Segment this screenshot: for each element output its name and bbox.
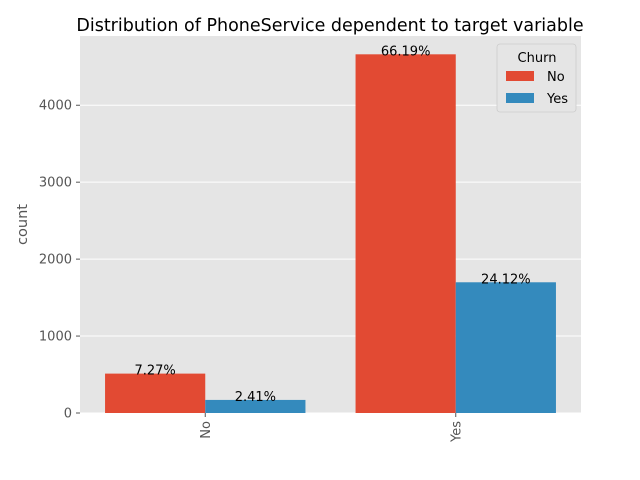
y-tick-label-2: 2000 [39, 253, 72, 268]
x-tick-label-no: No [199, 421, 214, 439]
bar-no-no [105, 373, 206, 413]
y-tick-label-4: 4000 [39, 99, 72, 114]
y-tick-label-1: 1000 [39, 330, 72, 345]
chart-title: Distribution of PhoneService dependent t… [76, 16, 583, 36]
y-axis-label: count [15, 204, 31, 245]
bars [105, 54, 556, 413]
bar-label-yes-no: 66.19% [381, 44, 431, 59]
legend-label-no: No [547, 70, 565, 85]
y-tick-label-3: 3000 [39, 176, 72, 191]
bar-no-yes [205, 399, 306, 413]
bar-labels: 7.27% 2.41% 66.19% 24.12% [134, 44, 530, 405]
y-tick-label-0: 0 [64, 407, 72, 422]
legend-swatch-yes [506, 93, 534, 103]
legend-label-yes: Yes [546, 92, 568, 107]
x-axis-ticks: No Yes [199, 413, 464, 443]
x-tick-label-yes: Yes [449, 421, 464, 443]
bar-yes-no [355, 54, 456, 413]
y-axis-ticks: 0 1000 2000 3000 4000 [39, 99, 80, 422]
bar-label-yes-yes: 24.12% [481, 272, 531, 287]
legend-title: Churn [518, 51, 557, 66]
legend-swatch-no [506, 71, 534, 81]
legend: Churn No Yes [496, 43, 577, 113]
bar-yes-yes [455, 282, 556, 413]
bar-label-no-no: 7.27% [134, 364, 175, 379]
bar-label-no-yes: 2.41% [235, 390, 276, 405]
